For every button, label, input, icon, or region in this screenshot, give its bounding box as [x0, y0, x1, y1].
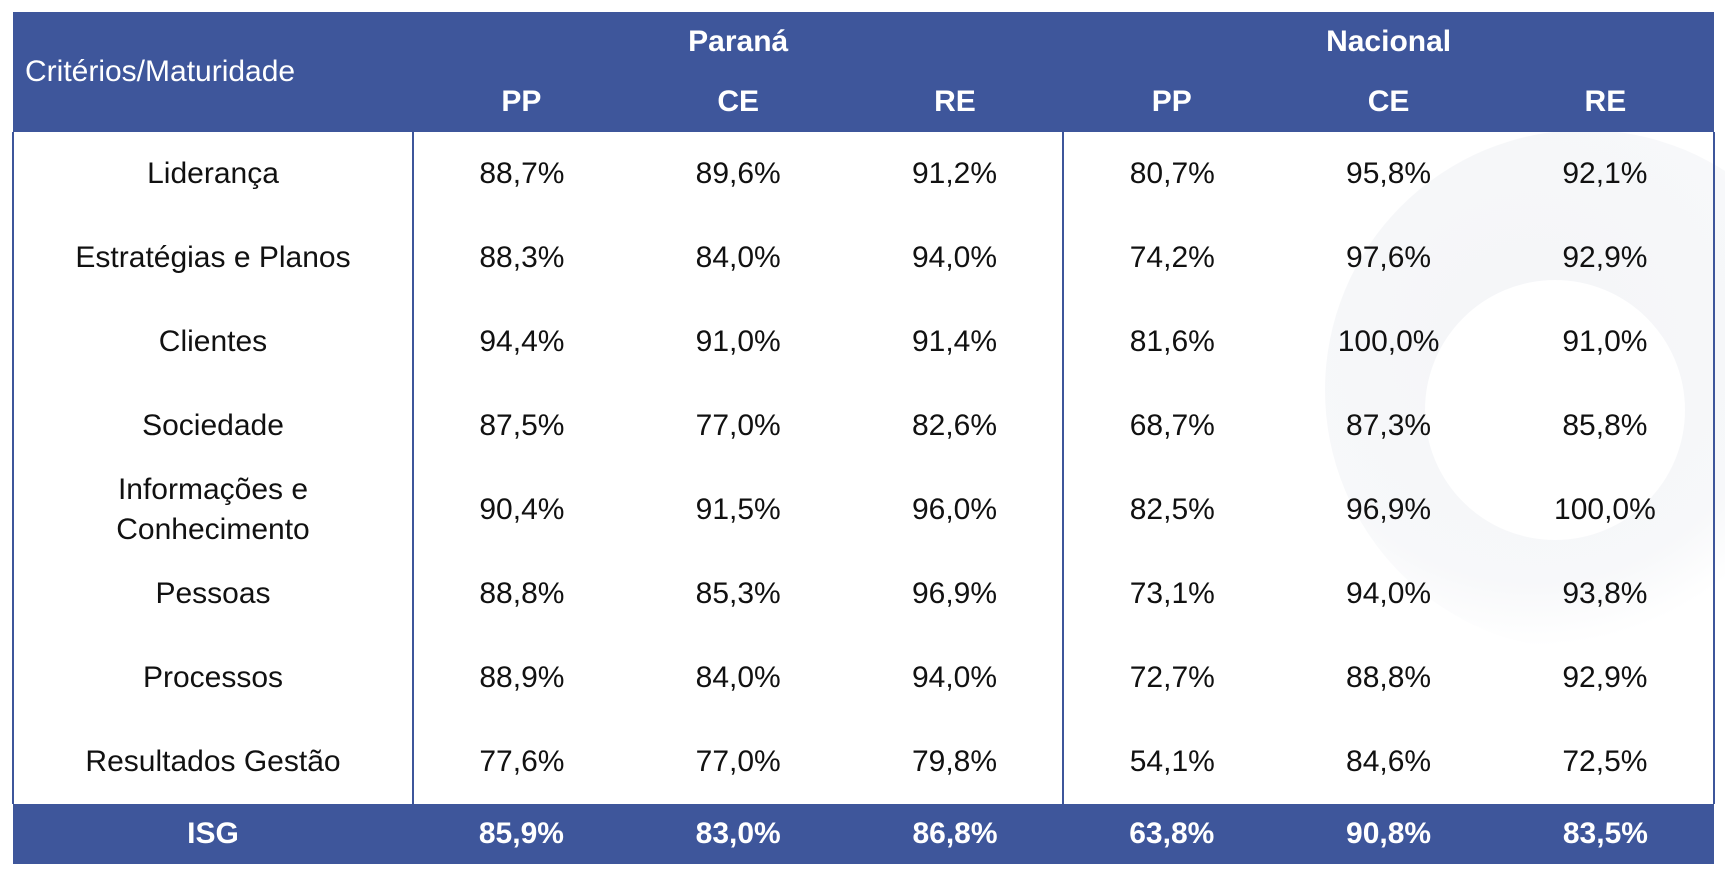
total-cell: 86,8% — [846, 804, 1064, 864]
value-cell: 89,6% — [695, 157, 781, 190]
value-cell: 96,9% — [911, 577, 998, 610]
value-cell: 80,7% — [1062, 132, 1281, 216]
criteria-label: Resultados Gestão — [12, 720, 413, 804]
criteria-label: Clientes — [12, 300, 413, 384]
table-footer: ISG 85,9% 83,0% 86,8% 63,8% 90,8% 83,5% — [13, 804, 1714, 864]
value-cell: 88,7% — [412, 132, 630, 216]
value-cell: 88,8% — [1346, 661, 1432, 694]
value-cell: 94,0% — [911, 661, 998, 694]
value-cell: 91,0% — [695, 325, 781, 358]
value-cell: 81,6% — [1062, 300, 1281, 384]
subheader-re: RE — [846, 72, 1064, 132]
value-cell: 77,0% — [695, 409, 781, 442]
value-cell: 84,0% — [695, 661, 781, 694]
value-cell: 93,8% — [1496, 552, 1715, 636]
criteria-label: Estratégias e Planos — [12, 216, 413, 300]
value-cell: 92,1% — [1496, 132, 1715, 216]
value-cell: 79,8% — [911, 745, 998, 778]
maturity-table: Critérios/Maturidade Paraná Nacional PP … — [12, 12, 1715, 864]
total-cell: 90,8% — [1280, 804, 1497, 864]
value-cell: 91,0% — [1496, 300, 1715, 384]
criteria-label: Sociedade — [12, 384, 413, 468]
value-cell: 82,5% — [1062, 468, 1281, 552]
table-row: Sociedade 87,5% 77,0% 82,6% 68,7% 87,3% 85,8% — [12, 384, 1715, 468]
value-cell: 84,0% — [695, 241, 781, 274]
value-cell: 77,0% — [695, 745, 781, 778]
table-row: Processos 88,9% 84,0% 94,0% 72,7% 88,8% 92,9% — [12, 636, 1715, 720]
value-cell: 95,8% — [1346, 157, 1432, 190]
value-cell: 92,9% — [1496, 636, 1715, 720]
value-cell: 68,7% — [1062, 384, 1281, 468]
total-cell: 83,0% — [629, 804, 847, 864]
subheader-ce: CE — [1280, 72, 1497, 132]
group-header-nacional: Nacional — [1063, 12, 1714, 72]
value-cell: 88,8% — [412, 552, 630, 636]
value-cell: 77,6% — [412, 720, 630, 804]
value-cell: 94,0% — [1346, 577, 1432, 610]
value-cell: 85,8% — [1496, 384, 1715, 468]
criteria-label: Processos — [12, 636, 413, 720]
value-cell: 84,6% — [1346, 745, 1432, 778]
total-row: ISG 85,9% 83,0% 86,8% 63,8% 90,8% 83,5% — [13, 804, 1714, 864]
subheader-pp: PP — [413, 72, 630, 132]
criteria-header: Critérios/Maturidade — [13, 12, 413, 132]
value-cell: 82,6% — [911, 409, 998, 442]
value-cell: 94,0% — [911, 241, 998, 274]
value-cell: 87,3% — [1346, 409, 1432, 442]
value-cell: 91,2% — [911, 157, 998, 190]
table-row: Pessoas 88,8% 85,3% 96,9% 73,1% 94,0% 93,8% — [12, 552, 1715, 636]
total-cell: 63,8% — [1063, 804, 1281, 864]
value-cell: 94,4% — [412, 300, 630, 384]
table-row: Resultados Gestão 77,6% 77,0% 79,8% 54,1% 84,… — [12, 720, 1715, 804]
value-cell: 72,5% — [1496, 720, 1715, 804]
total-cell: 85,9% — [413, 804, 630, 864]
value-cell: 88,9% — [412, 636, 630, 720]
subheader-ce: CE — [629, 72, 847, 132]
value-cell: 90,4% — [412, 468, 630, 552]
table-header: Critérios/Maturidade Paraná Nacional PP … — [13, 12, 1714, 132]
criteria-label: Liderança — [12, 132, 413, 216]
subheader-re: RE — [1496, 72, 1714, 132]
subheader-pp: PP — [1063, 72, 1281, 132]
value-cell: 97,6% — [1346, 241, 1432, 274]
criteria-label: Informações e Conhecimento — [12, 468, 413, 552]
value-cell: 91,4% — [911, 325, 998, 358]
criteria-label: Pessoas — [12, 552, 413, 636]
total-label: ISG — [13, 804, 413, 864]
table-body: Liderança 88,7% 89,6% 91,2% 80,7% 95,8% 92,1% E… — [12, 132, 1715, 804]
value-cell: 87,5% — [412, 384, 630, 468]
table-row: Liderança 88,7% 89,6% 91,2% 80,7% 95,8% 92,1% — [12, 132, 1715, 216]
table-row: Clientes 94,4% 91,0% 91,4% 81,6% 100,0% 91,0% — [12, 300, 1715, 384]
value-cell: 54,1% — [1062, 720, 1281, 804]
value-cell: 85,3% — [695, 577, 781, 610]
group-header-parana: Paraná — [413, 12, 1064, 72]
value-cell: 100,0% — [1337, 325, 1440, 358]
table-row: Informações e Conhecimento 90,4% 91,5% 96,0… — [12, 468, 1715, 552]
value-cell: 74,2% — [1062, 216, 1281, 300]
value-cell: 91,5% — [695, 493, 781, 526]
table-row: Estratégias e Planos 88,3% 84,0% 94,0% 74,2%… — [12, 216, 1715, 300]
value-cell: 96,9% — [1346, 493, 1432, 526]
value-cell: 96,0% — [911, 493, 998, 526]
value-cell: 92,9% — [1496, 216, 1715, 300]
total-cell: 83,5% — [1496, 804, 1714, 864]
value-cell: 100,0% — [1496, 468, 1715, 552]
value-cell: 88,3% — [412, 216, 630, 300]
value-cell: 73,1% — [1062, 552, 1281, 636]
value-cell: 72,7% — [1062, 636, 1281, 720]
